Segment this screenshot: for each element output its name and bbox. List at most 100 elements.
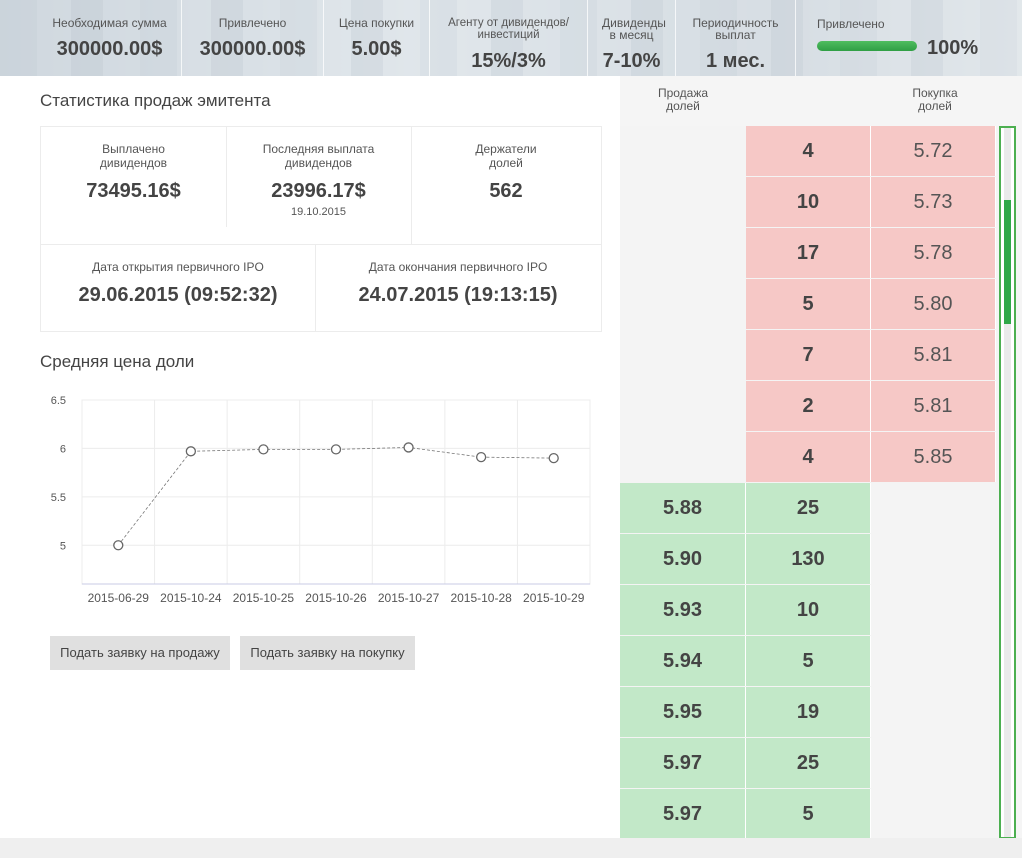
progress-value: 100%: [927, 37, 979, 59]
sales-stats-title: Статистика продаж эмитента: [40, 91, 271, 110]
ask-price: 5.80: [871, 279, 996, 329]
ask-row[interactable]: 4 5.72: [746, 126, 996, 176]
buy-shares-header: Покупка долей: [912, 86, 958, 113]
ipo-open-stat: Дата открытия первичного IPO 29.06.2015 …: [41, 260, 315, 307]
purchase-price-value: 5.00$: [351, 38, 402, 60]
ipo-close-label: Дата окончания первичного IPO: [368, 260, 548, 274]
payout-period-stat: Периодичность выплат 1 мес.: [676, 0, 796, 76]
monthly-dividends-label: Дивиденды в месяц: [602, 16, 666, 42]
avg-price-chart: 6.5 6 5.5 5 2015-06-29 2015-10-24 2015-10-25 20…: [51, 395, 591, 605]
page-footer: [0, 838, 1022, 858]
scrollbar-track[interactable]: [1004, 128, 1011, 837]
data-point: [330, 444, 342, 455]
ask-price: 5.72: [871, 126, 996, 176]
bid-price: 5.97: [620, 789, 746, 839]
last-payout-stat: Последняя выплата дивидендов 23996.17$ 1…: [226, 142, 411, 218]
ask-price: 5.73: [871, 177, 996, 227]
ask-row[interactable]: 17 5.78: [746, 228, 996, 278]
x-tick-label: 2015-10-29: [523, 591, 585, 605]
bid-qty: 10: [746, 585, 871, 635]
raised-amount-stat: Привлечено 300000.00$: [182, 0, 324, 76]
x-tick-label: 2015-10-24: [160, 591, 222, 605]
scrollbar-thumb[interactable]: [1004, 200, 1011, 324]
raised-amount-label: Привлечено: [218, 16, 287, 30]
bid-row[interactable]: 5.93 10: [620, 585, 871, 635]
ask-qty: 17: [746, 228, 871, 278]
ipo-close-stat: Дата окончания первичного IPO 24.07.2015…: [315, 260, 601, 307]
data-point: [258, 444, 269, 455]
order-book-scrollbar[interactable]: [999, 126, 1016, 839]
x-tick-label: 2015-06-29: [88, 591, 150, 605]
bid-price: 5.93: [620, 585, 746, 635]
data-point: [475, 451, 487, 463]
ask-row[interactable]: 5 5.80: [746, 279, 996, 329]
sales-stats-panel: Выплачено дивидендов 73495.16$ Последняя…: [40, 126, 602, 332]
monthly-dividends-value: 7-10%: [602, 50, 661, 72]
y-tick-label: 5.5: [51, 492, 66, 504]
bid-row[interactable]: 5.97 5: [620, 789, 871, 839]
dividends-paid-stat: Выплачено дивидендов 73495.16$: [41, 142, 226, 203]
purchase-price-label: Цена покупки: [338, 16, 415, 30]
divider: [315, 244, 316, 332]
ask-qty: 7: [746, 330, 871, 380]
bid-qty: 25: [746, 738, 871, 788]
divider: [226, 127, 227, 227]
bid-price: 5.88: [620, 483, 746, 533]
last-payout-label: Последняя выплата дивидендов: [262, 142, 375, 170]
agent-share-value: 15%/3%: [471, 50, 546, 72]
data-point: [403, 442, 414, 453]
sell-shares-header: Продажа долей: [657, 86, 709, 113]
ipo-close-value: 24.07.2015 (19:13:15): [358, 284, 558, 306]
bid-qty: 19: [746, 687, 871, 737]
funding-progress-bar: [817, 41, 917, 51]
bid-row[interactable]: 5.90 130: [620, 534, 871, 584]
bid-price: 5.97: [620, 738, 746, 788]
required-amount-stat: Необходимая сумма 300000.00$: [38, 0, 182, 76]
payout-period-label: Периодичность выплат: [692, 16, 779, 42]
bid-qty: 5: [746, 636, 871, 686]
submit-sell-order-button[interactable]: Подать заявку на продажу: [50, 636, 230, 670]
funding-progress-fill: [817, 41, 917, 51]
ask-row[interactable]: 4 5.85: [746, 432, 996, 482]
bid-row[interactable]: 5.97 25: [620, 738, 871, 788]
ipo-open-label: Дата открытия первичного IPO: [92, 260, 264, 274]
holders-stat: Держатели долей 562: [411, 142, 601, 203]
divider: [411, 127, 412, 244]
order-book: 4 5.72 10 5.73 17 5.78 5 5.80 7 5.81 2 5.81 4 5.85 5.8…: [620, 126, 998, 839]
ask-qty: 4: [746, 432, 871, 482]
y-tick-label: 6: [60, 443, 66, 455]
plot-area: [81, 399, 591, 585]
last-payout-date: 19.10.2015: [290, 206, 347, 218]
bid-price: 5.90: [620, 534, 746, 584]
bid-qty: 5: [746, 789, 871, 839]
ipo-open-value: 29.06.2015 (09:52:32): [78, 284, 278, 306]
required-amount-label: Необходимая сумма: [52, 16, 167, 30]
last-payout-value: 23996.17$: [271, 180, 366, 202]
dividends-paid-value: 73495.16$: [86, 180, 181, 202]
agent-share-stat: Агенту от дивидендов/инвестиций 15%/3%: [430, 0, 588, 76]
bid-qty: 130: [746, 534, 871, 584]
ask-qty: 5: [746, 279, 871, 329]
data-point: [113, 540, 124, 551]
holders-label: Держатели долей: [475, 142, 537, 170]
x-tick-label: 2015-10-26: [305, 591, 367, 605]
bid-qty: 25: [746, 483, 871, 533]
dividends-paid-label: Выплачено дивидендов: [99, 142, 168, 170]
bid-row[interactable]: 5.94 5: [620, 636, 871, 686]
ask-row[interactable]: 7 5.81: [746, 330, 996, 380]
y-tick-label: 5: [60, 540, 66, 552]
ask-row[interactable]: 10 5.73: [746, 177, 996, 227]
ask-price: 5.81: [871, 330, 996, 380]
ask-qty: 2: [746, 381, 871, 431]
submit-buy-order-button[interactable]: Подать заявку на покупку: [240, 636, 415, 670]
data-point: [185, 446, 197, 457]
ask-row[interactable]: 2 5.81: [746, 381, 996, 431]
bid-row[interactable]: 5.88 25: [620, 483, 871, 533]
raised-amount-value: 300000.00$: [199, 38, 306, 60]
chart-title: Средняя цена доли: [40, 352, 195, 371]
required-amount-value: 300000.00$: [56, 38, 163, 60]
bid-price: 5.95: [620, 687, 746, 737]
payout-period-value: 1 мес.: [705, 50, 765, 72]
y-tick-label: 6.5: [51, 395, 66, 407]
bid-row[interactable]: 5.95 19: [620, 687, 871, 737]
